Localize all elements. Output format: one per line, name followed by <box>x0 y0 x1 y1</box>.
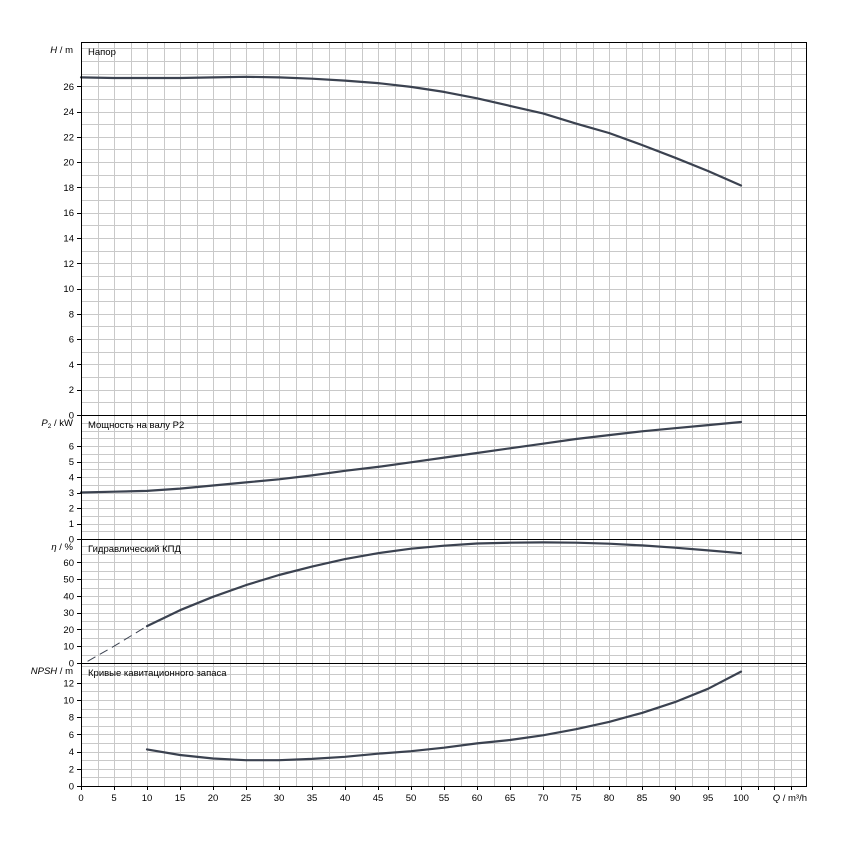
y-tick-label: 20 <box>63 625 74 636</box>
y-tick-label: 4 <box>69 747 74 758</box>
y-tick-label: 4 <box>69 473 74 484</box>
y-tick-label: 0 <box>69 411 74 422</box>
y-tick-label: 40 <box>63 591 74 602</box>
y-tick-label: 16 <box>63 208 74 219</box>
panel-title: Напор <box>88 47 116 58</box>
y-tick-label: 0 <box>69 659 74 670</box>
x-tick-label: 30 <box>274 793 285 804</box>
x-tick-label: 70 <box>538 793 549 804</box>
y-tick-label: 12 <box>63 259 74 270</box>
y-tick-label: 10 <box>63 284 74 295</box>
y-tick-label: 2 <box>69 504 74 515</box>
y-axis-label: NPSH / m <box>31 666 73 677</box>
x-axis-label: Q / m³/h <box>773 793 807 804</box>
x-tick-label: 25 <box>241 793 252 804</box>
panel-3: 0 10 20 30 40 50 60 η / % Гидравлический КПД <box>51 539 807 670</box>
x-tick-label: 50 <box>406 793 417 804</box>
x-tick-label: 35 <box>307 793 318 804</box>
curve-line <box>145 670 743 762</box>
panel-title: Кривые кавитационного запаса <box>88 668 227 679</box>
y-tick-label: 26 <box>63 82 74 93</box>
y-tick-label: 8 <box>69 309 74 320</box>
y-tick-label: 22 <box>63 132 74 143</box>
x-tick-label: 95 <box>703 793 714 804</box>
y-tick-label: 60 <box>63 558 74 569</box>
x-tick-label: 100 <box>733 793 749 804</box>
panel-title: Гидравлический КПД <box>88 544 181 555</box>
y-tick-label: 1 <box>69 519 74 530</box>
x-tick-label: 55 <box>439 793 450 804</box>
x-tick-label: 40 <box>340 793 351 804</box>
y-tick-label: 0 <box>69 782 74 793</box>
x-tick-label: 10 <box>142 793 153 804</box>
y-tick-label: 10 <box>63 695 74 706</box>
y-tick-label: 10 <box>63 642 74 653</box>
y-tick-label: 3 <box>69 488 74 499</box>
y-tick-label: 4 <box>69 360 74 371</box>
x-axis: 0 5 10 15 20 25 30 35 40 45 50 55 60 65 70 75 80 85 90 95 10… <box>78 786 807 804</box>
y-tick-label: 6 <box>69 730 74 741</box>
y-axis-label: η / % <box>51 542 73 553</box>
y-axis-label: H / m <box>50 45 73 56</box>
x-tick-label: 90 <box>670 793 681 804</box>
y-tick-label: 12 <box>63 678 74 689</box>
x-tick-label: 60 <box>472 793 483 804</box>
y-tick-label: 8 <box>69 713 74 724</box>
y-tick-label: 14 <box>63 233 74 244</box>
y-tick-label: 6 <box>69 335 74 346</box>
y-tick-label: 18 <box>63 183 74 194</box>
y-tick-label: 0 <box>69 535 74 546</box>
y-tick-label: 6 <box>69 442 74 453</box>
y-axis-label: P2 / kW <box>41 418 73 430</box>
panel-title: Мощность на валу P2 <box>88 420 184 431</box>
x-tick-label: 65 <box>505 793 516 804</box>
x-tick-label: 20 <box>208 793 219 804</box>
y-tick-label: 5 <box>69 457 74 468</box>
x-tick-label: 45 <box>373 793 384 804</box>
y-tick-label: 50 <box>63 575 74 586</box>
x-tick-label: 15 <box>175 793 186 804</box>
panel-2: 0 1 2 3 4 5 6 P2 / kW Мощность на валу P2 <box>41 415 807 546</box>
curve-line <box>145 541 743 628</box>
x-tick-label: 80 <box>604 793 615 804</box>
x-tick-label: 85 <box>637 793 648 804</box>
x-tick-label: 0 <box>78 793 83 804</box>
vertical-grid <box>98 42 792 786</box>
x-tick-label: 5 <box>111 793 116 804</box>
y-tick-label: 20 <box>63 158 74 169</box>
curve-line <box>79 75 743 187</box>
curve-dashed-segment <box>87 625 148 662</box>
y-tick-label: 2 <box>69 764 74 775</box>
curve-line <box>79 420 743 494</box>
x-tick-label: 75 <box>571 793 582 804</box>
y-tick-label: 2 <box>69 385 74 396</box>
y-tick-label: 30 <box>63 608 74 619</box>
y-tick-label: 24 <box>63 107 74 118</box>
